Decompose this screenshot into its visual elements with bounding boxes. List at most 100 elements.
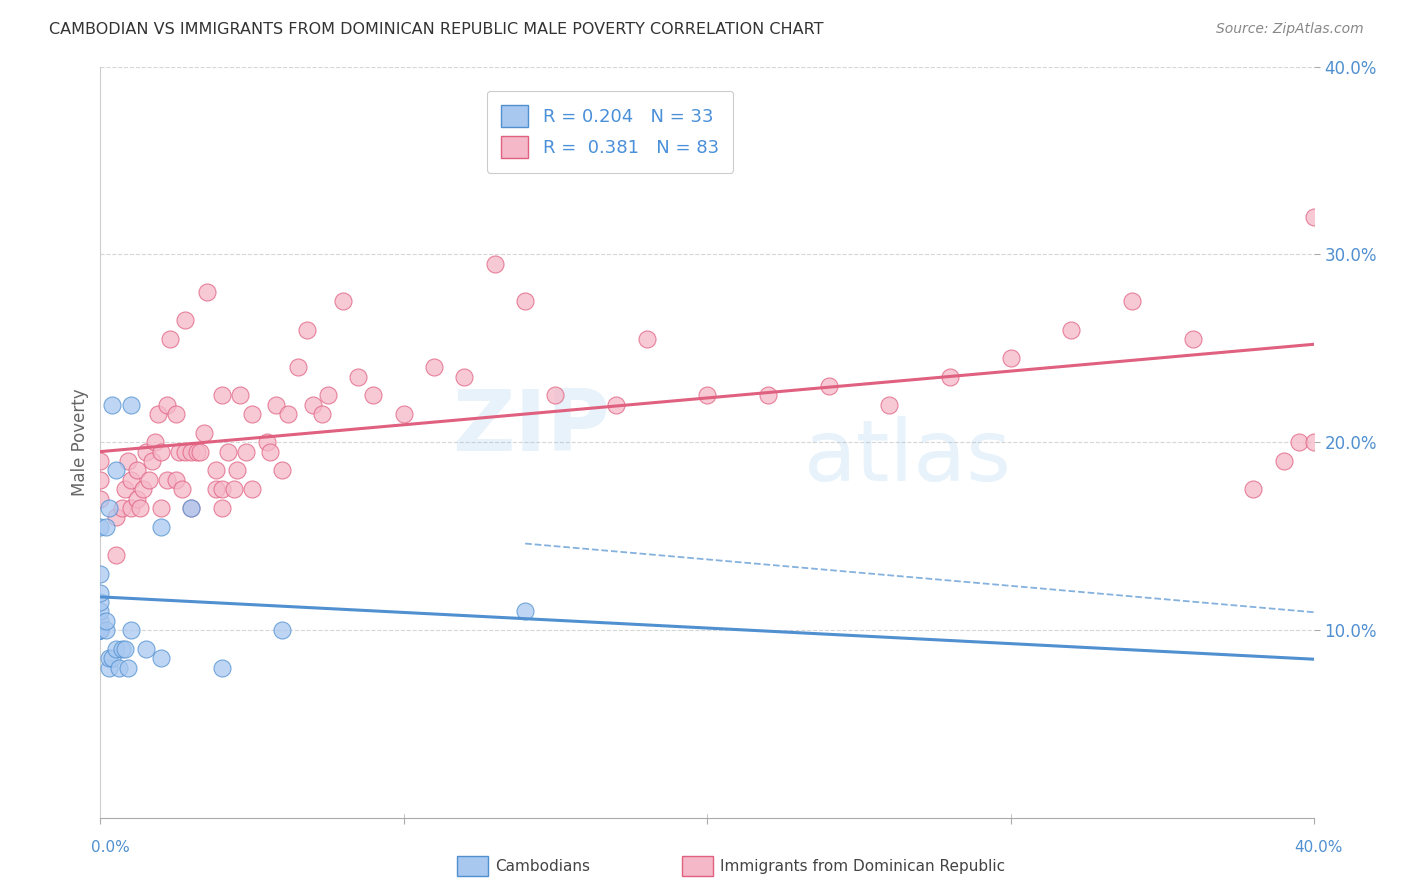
Point [167,444,190,458]
Point [89,623,111,637]
Point [636,332,658,346]
Point [156,398,179,412]
Point [256,435,278,450]
Point [1303,210,1326,224]
Point [125,463,148,477]
Point [101,651,124,665]
Point [156,473,179,487]
Point [1060,322,1083,336]
Point [98,501,121,516]
Point [696,388,718,402]
Point [89,473,111,487]
Point [180,444,202,458]
Point [180,501,202,516]
Point [544,388,567,402]
Point [301,398,323,412]
Point [104,641,127,656]
Point [311,407,333,421]
Point [235,444,257,458]
Point [229,388,252,402]
Point [240,482,263,496]
Point [513,294,536,309]
Point [217,444,239,458]
Point [211,388,233,402]
Point [120,473,142,487]
Point [271,623,294,637]
Point [1303,435,1326,450]
Text: 40.0%: 40.0% [1295,839,1343,855]
Point [135,641,157,656]
Point [150,444,173,458]
Point [98,651,121,665]
Point [1241,482,1264,496]
Point [222,482,245,496]
Point [132,482,155,496]
Point [89,614,111,628]
Point [939,369,962,384]
Point [89,585,111,599]
Point [186,444,208,458]
Point [135,444,157,458]
Point [89,454,111,468]
Point [117,660,139,674]
Point [98,660,121,674]
Point [104,548,127,562]
Point [146,407,169,421]
Point [150,501,173,516]
Point [96,623,118,637]
Text: Cambodians: Cambodians [495,859,591,873]
Point [114,482,136,496]
Point [89,520,111,534]
Point [817,379,839,393]
Y-axis label: Male Poverty: Male Poverty [72,388,89,496]
Point [159,332,181,346]
Point [316,388,339,402]
Point [332,294,354,309]
Point [295,322,318,336]
Point [117,454,139,468]
Point [225,463,247,477]
Point [128,501,150,516]
Point [195,285,218,299]
Point [1288,435,1310,450]
Point [266,398,288,412]
Point [138,473,160,487]
Point [287,360,309,375]
Point [756,388,779,402]
Point [347,369,370,384]
Point [89,623,111,637]
Point [193,425,215,440]
Text: atlas: atlas [804,416,1012,499]
Point [1000,351,1022,365]
Point [96,614,118,628]
Point [110,641,132,656]
Point [89,623,111,637]
Point [150,520,173,534]
Point [204,482,226,496]
Point [165,407,187,421]
Point [101,398,124,412]
Point [211,482,233,496]
Point [120,623,142,637]
Point [204,463,226,477]
Point [271,463,294,477]
Point [89,491,111,506]
Point [277,407,299,421]
Point [484,257,506,271]
Point [89,604,111,618]
Point [240,407,263,421]
Text: Immigrants from Dominican Republic: Immigrants from Dominican Republic [720,859,1005,873]
Point [96,520,118,534]
Point [120,501,142,516]
Point [180,501,202,516]
Point [1272,454,1295,468]
Text: Source: ZipAtlas.com: Source: ZipAtlas.com [1216,22,1364,37]
Text: ZIP: ZIP [453,385,610,468]
Point [89,595,111,609]
Point [190,444,212,458]
Point [110,501,132,516]
Text: CAMBODIAN VS IMMIGRANTS FROM DOMINICAN REPUBLIC MALE POVERTY CORRELATION CHART: CAMBODIAN VS IMMIGRANTS FROM DOMINICAN R… [49,22,824,37]
Point [165,473,187,487]
Point [143,435,166,450]
Point [877,398,900,412]
